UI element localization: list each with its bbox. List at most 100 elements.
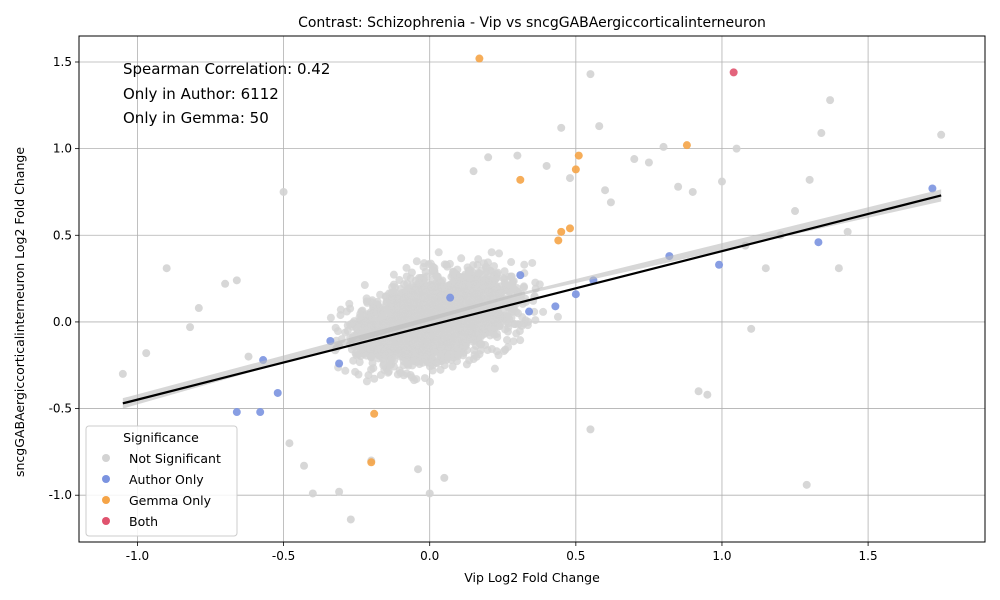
point-not-significant (474, 255, 483, 264)
point-not-significant (429, 282, 438, 291)
point-not-significant (372, 307, 381, 316)
regression (122, 189, 942, 409)
point-gemma-only (516, 175, 525, 184)
point-not-significant (418, 358, 427, 367)
point-not-significant (519, 283, 528, 292)
point-not-significant (458, 281, 467, 290)
point-gemma-only (565, 224, 574, 233)
point-not-significant (491, 274, 500, 283)
point-not-significant (428, 366, 437, 375)
legend-label-not-significant: Not Significant (129, 451, 221, 466)
point-author-only (516, 271, 525, 280)
point-not-significant (412, 375, 421, 384)
point-not-significant (378, 312, 387, 321)
point-gemma-only (574, 151, 583, 160)
point-not-significant (409, 349, 418, 358)
point-not-significant (362, 318, 371, 327)
point-not-significant (490, 364, 499, 373)
point-not-significant (834, 264, 843, 273)
point-not-significant (380, 319, 389, 328)
point-not-significant (362, 310, 371, 319)
point-not-significant (396, 368, 405, 377)
point-not-significant (531, 316, 540, 325)
point-not-significant (487, 345, 496, 354)
legend-label-author-only: Author Only (129, 472, 204, 487)
point-not-significant (509, 337, 518, 346)
point-not-significant (487, 248, 496, 257)
legend-marker-both (102, 517, 110, 525)
y-tick-label: 0.0 (53, 315, 72, 329)
point-not-significant (335, 487, 344, 496)
y-tick-label: -0.5 (49, 402, 72, 416)
point-not-significant (465, 268, 474, 277)
point-not-significant (507, 272, 516, 281)
point-not-significant (553, 312, 562, 321)
point-not-significant (404, 314, 413, 323)
gemma-only-annotation: Only in Gemma: 50 (123, 109, 269, 127)
point-not-significant (420, 374, 429, 383)
point-not-significant (380, 350, 389, 359)
point-not-significant (399, 349, 408, 358)
confidence-band (122, 189, 942, 409)
point-not-significant (232, 276, 241, 285)
point-not-significant (300, 461, 309, 470)
point-author-only (525, 307, 534, 316)
point-not-significant (542, 161, 551, 170)
point-gemma-only (557, 227, 566, 236)
point-not-significant (508, 280, 517, 289)
point-not-significant (513, 151, 522, 160)
point-not-significant (606, 198, 615, 207)
point-not-significant (459, 330, 468, 339)
point-not-significant (346, 304, 355, 313)
point-not-significant (384, 367, 393, 376)
point-not-significant (440, 260, 449, 269)
point-not-significant (376, 290, 385, 299)
point-author-only (335, 359, 344, 368)
point-not-significant (372, 300, 381, 309)
point-gemma-only (370, 409, 379, 418)
point-not-significant (802, 480, 811, 489)
point-not-significant (502, 317, 511, 326)
point-not-significant (421, 288, 430, 297)
point-not-significant (518, 313, 527, 322)
point-not-significant (386, 309, 395, 318)
x-tick-label: 0.0 (420, 549, 439, 563)
point-not-significant (417, 351, 426, 360)
point-not-significant (473, 295, 482, 304)
point-not-significant (511, 320, 520, 329)
point-not-significant (474, 287, 483, 296)
point-not-significant (423, 340, 432, 349)
point-not-significant (436, 351, 445, 360)
point-not-significant (443, 353, 452, 362)
point-not-significant (456, 347, 465, 356)
point-not-significant (480, 276, 489, 285)
point-not-significant (494, 317, 503, 326)
point-not-significant (425, 489, 434, 498)
point-not-significant (466, 317, 475, 326)
point-not-significant (496, 288, 505, 297)
point-not-significant (162, 264, 171, 273)
point-not-significant (370, 374, 379, 383)
point-not-significant (805, 175, 814, 184)
point-both (729, 68, 738, 77)
point-not-significant (507, 258, 516, 267)
point-not-significant (539, 307, 548, 316)
point-not-significant (412, 257, 421, 266)
point-gemma-only (571, 165, 580, 174)
point-not-significant (817, 129, 826, 138)
point-not-significant (500, 267, 509, 276)
point-not-significant (449, 303, 458, 312)
point-not-significant (373, 349, 382, 358)
point-not-significant (516, 336, 525, 345)
point-not-significant (509, 304, 518, 313)
point-not-significant (440, 473, 449, 482)
point-not-significant (467, 294, 476, 303)
point-not-significant (394, 293, 403, 302)
point-not-significant (462, 360, 471, 369)
point-not-significant (472, 352, 481, 361)
point-not-significant (430, 348, 439, 357)
point-not-significant (688, 187, 697, 196)
point-not-significant (369, 364, 378, 373)
point-author-only (715, 260, 724, 269)
point-not-significant (402, 263, 411, 272)
